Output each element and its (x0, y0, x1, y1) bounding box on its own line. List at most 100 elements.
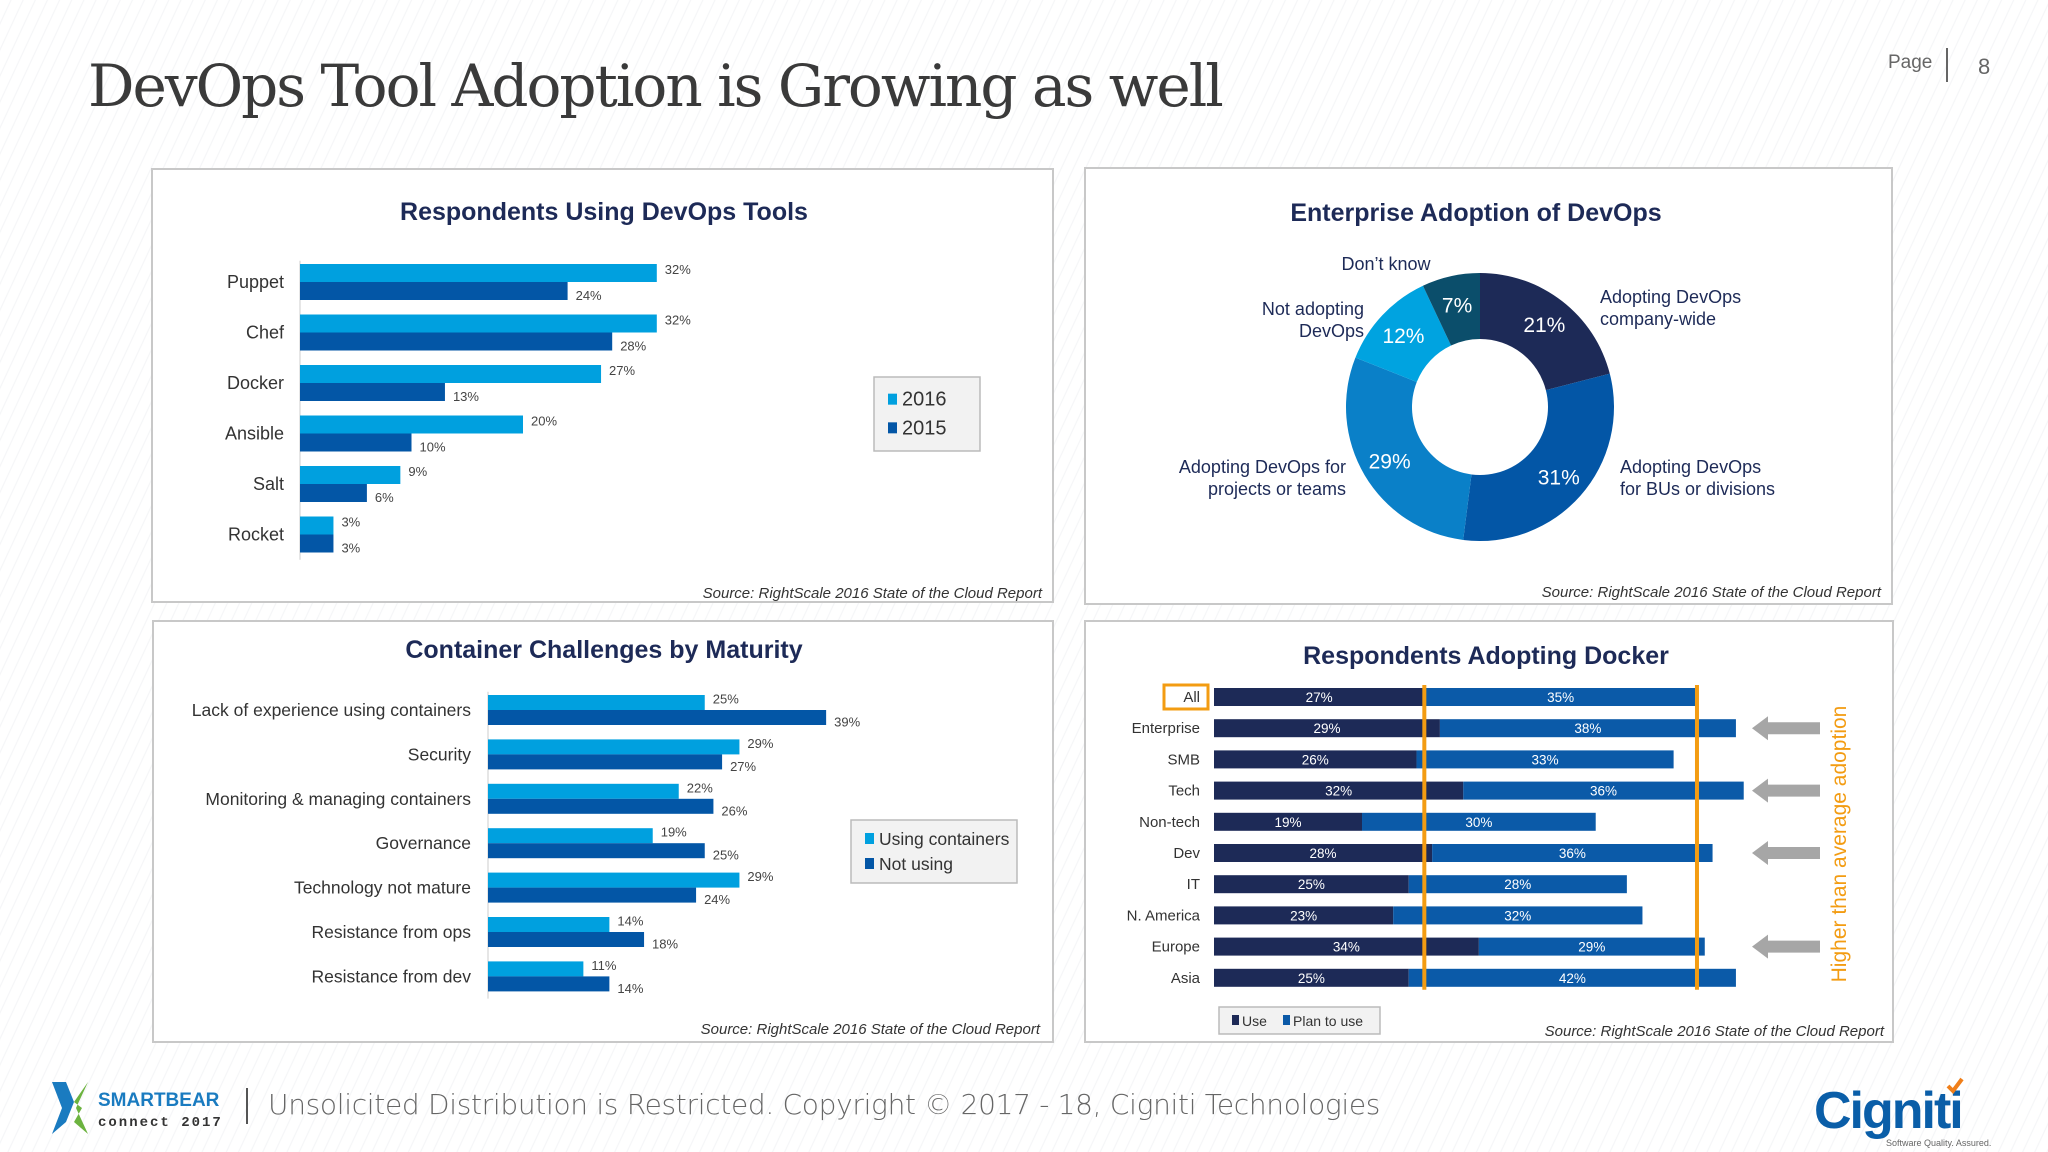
legend-swatch (888, 393, 897, 405)
legend (873, 376, 981, 452)
left-arrow-icon (1752, 841, 1820, 865)
slice-value-label: 29% (1369, 450, 1411, 473)
bar-using-containers (488, 695, 705, 710)
footer-divider (246, 1088, 248, 1124)
bar-using-containers (488, 783, 679, 799)
data-label: 13% (453, 389, 479, 404)
check-icon (1946, 1077, 1964, 1095)
bar-plan-to-use (1362, 812, 1596, 831)
data-label: 35% (1547, 690, 1574, 705)
category-label: SMB (1167, 751, 1200, 768)
legend-label: Plan to use (1293, 1013, 1363, 1029)
data-label: 36% (1590, 784, 1617, 799)
bar-not-using (488, 798, 714, 814)
data-label: 30% (1465, 815, 1492, 830)
smartbear-x-green-icon (74, 1082, 88, 1134)
chart-source: Source: RightScale 2016 State of the Clo… (703, 585, 1043, 602)
data-label: 22% (687, 780, 713, 795)
bar-plan-to-use (1424, 688, 1697, 706)
slide-title: DevOps Tool Adoption is Growing as well (88, 52, 1224, 120)
smartbear-logo: SMARTBEAR connect 2017 (52, 1082, 221, 1134)
legend-label: 2015 (902, 417, 947, 439)
cigniti-logo: Cigniti Software Quality. Assured. (1814, 1077, 1991, 1148)
data-label: 27% (730, 759, 756, 774)
cigniti-tagline: Software Quality. Assured. (1886, 1138, 1991, 1148)
donut-slice (1463, 373, 1614, 541)
slice-label: Adopting DevOps company-wide (1600, 287, 1741, 329)
bar-plan-to-use (1463, 781, 1744, 800)
bar-not-using (488, 843, 705, 859)
highlight-box (1162, 683, 1210, 711)
chart-source: Source: RightScale 2016 State of the Clo… (1542, 584, 1882, 601)
slice-value-label: 31% (1538, 466, 1580, 489)
data-label: 3% (341, 515, 360, 530)
container-challenges-chart-svg: Container Challenges by Maturity Source: … (192, 636, 1041, 1038)
bar-plan-to-use (1432, 844, 1713, 862)
data-label: 25% (713, 848, 739, 863)
category-label: Puppet (227, 272, 284, 292)
bar-2015 (300, 534, 334, 553)
legend-label: Use (1242, 1013, 1267, 1029)
smartbear-logo-line1: SMARTBEAR (98, 1090, 220, 1111)
bar-not-using (488, 887, 697, 903)
category-label: Lack of experience using containers (192, 700, 471, 720)
category-label: Europe (1152, 939, 1200, 956)
legend-label: Using containers (879, 829, 1010, 849)
bar-use (1214, 937, 1479, 956)
devops-tools-chart-svg: Respondents Using DevOps Tools Source: Ri… (225, 198, 1043, 602)
chart-title: Container Challenges by Maturity (405, 636, 802, 664)
data-label: 38% (1574, 721, 1601, 736)
bar-2015 (300, 332, 613, 351)
bar-using-containers (488, 917, 610, 932)
data-label: 14% (617, 981, 643, 996)
bar-2015 (300, 383, 445, 401)
data-label: 19% (661, 825, 687, 840)
data-label: 29% (1313, 721, 1340, 736)
chart-title: Respondents Using DevOps Tools (400, 198, 808, 226)
category-label: Monitoring & managing containers (205, 789, 471, 809)
slice-label: Not adopting DevOps (1262, 299, 1364, 341)
donut-slice (1480, 273, 1610, 391)
page-label: Page (1888, 52, 1933, 73)
data-label: 3% (341, 541, 360, 556)
chart-container-challenges: Container Challenges by Maturity Source: … (152, 620, 1054, 1043)
data-label: 18% (652, 937, 678, 952)
chart-source: Source: RightScale 2016 State of the Clo… (1545, 1023, 1885, 1040)
slice-label: Adopting DevOps for BUs or divisions (1620, 457, 1775, 499)
data-label: 42% (1559, 971, 1586, 986)
data-label: 28% (1504, 877, 1531, 892)
legend-swatch (865, 858, 874, 869)
data-label: 25% (1298, 971, 1325, 986)
slice-value-label: 7% (1442, 295, 1472, 318)
data-label: 32% (1504, 908, 1531, 923)
chart-title: Respondents Adopting Docker (1303, 642, 1669, 670)
data-label: 36% (1559, 846, 1586, 861)
category-label: Resistance from ops (311, 922, 471, 942)
annotation-label: Higher than average adoption (1828, 706, 1851, 983)
bar-plan-to-use (1408, 968, 1736, 987)
legend-swatch (1283, 1015, 1290, 1025)
enterprise-adoption-chart-svg: Enterprise Adoption of DevOps Source: Rig… (1179, 199, 1882, 601)
bar-use (1214, 781, 1464, 800)
category-label: Chef (246, 323, 285, 343)
bar-use (1214, 688, 1425, 706)
bar-2015 (300, 282, 568, 300)
legend-label: Not using (879, 854, 953, 874)
bar-use (1214, 750, 1417, 769)
legend-label: 2016 (902, 389, 947, 411)
data-label: 29% (747, 736, 773, 751)
bar-2016 (300, 365, 602, 383)
data-label: 29% (747, 869, 773, 884)
bar-using-containers (488, 739, 740, 755)
footer-copyright: Unsolicited Distribution is Restricted. … (268, 1088, 1381, 1121)
bar-2015 (300, 484, 367, 502)
page-number: 8 (1978, 54, 1991, 79)
bar-use (1214, 844, 1433, 862)
chart-docker-adoption: Respondents Adopting Docker Source: Right… (1084, 620, 1894, 1043)
data-label: 28% (620, 339, 646, 354)
smartbear-x-icon (52, 1082, 74, 1134)
chart-devops-tools: Respondents Using DevOps Tools Source: Ri… (151, 168, 1054, 603)
data-label: 24% (704, 892, 730, 907)
bar-plan-to-use (1408, 875, 1627, 894)
data-label: 28% (1310, 846, 1337, 861)
